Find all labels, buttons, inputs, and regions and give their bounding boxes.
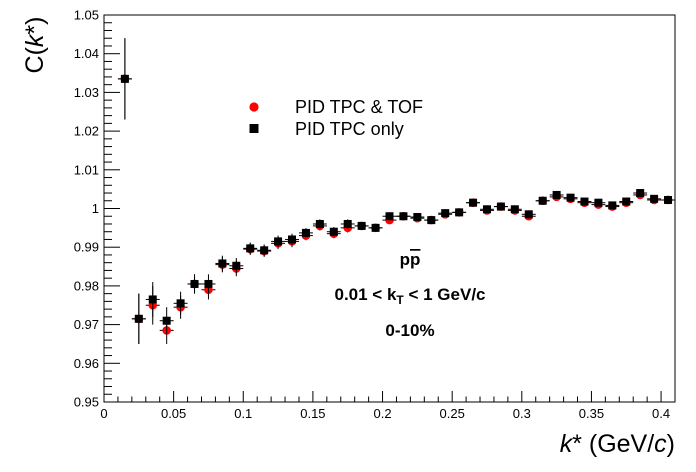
data-point-square — [496, 202, 505, 211]
y-tick-label: 1 — [92, 201, 99, 216]
data-point-square — [441, 209, 450, 218]
axis-tick-labels: 0 0.05 0.1 0.15 0.2 0.25 0.3 0.35 0.4 0.95 0.96 0.9… — [74, 8, 670, 422]
axis-ticks — [103, 14, 662, 403]
data-point-square — [176, 299, 185, 308]
data-point-square — [301, 228, 310, 237]
data-point-square — [664, 195, 673, 204]
x-tick-label: 0.2 — [373, 406, 391, 421]
y-tick-label: 1.03 — [74, 85, 99, 100]
x-tick-label: 0.3 — [513, 406, 531, 421]
data-point-square — [413, 213, 422, 222]
data-points — [117, 38, 675, 344]
y-tick-label: 1.02 — [74, 124, 99, 139]
x-tick-label: 0.05 — [161, 406, 186, 421]
data-point-square — [260, 246, 269, 255]
y-tick-label: 0.96 — [74, 356, 99, 371]
data-point-square — [385, 212, 394, 221]
data-point-square — [427, 216, 436, 225]
data-point-square — [469, 198, 478, 207]
data-point-square — [538, 196, 547, 205]
plot-frame — [103, 14, 676, 403]
data-point-square — [315, 219, 324, 228]
y-tick-label: 0.95 — [74, 395, 99, 410]
data-point-square — [580, 197, 589, 206]
data-point-square — [552, 190, 561, 199]
data-point-square — [232, 261, 241, 270]
data-point-square — [524, 210, 533, 219]
data-point-square — [218, 259, 227, 268]
x-tick-label: 0.25 — [440, 406, 465, 421]
series-tpc-only — [117, 38, 675, 344]
annotation-kt-range: 0.01 < kT < 1 GeV/c — [334, 285, 485, 307]
data-point-square — [190, 279, 199, 288]
y-tick-label: 0.97 — [74, 317, 99, 332]
data-point-square — [343, 219, 352, 228]
data-point-square — [399, 212, 408, 221]
data-point-square — [608, 201, 617, 210]
data-point-square — [162, 316, 171, 325]
data-point-square — [636, 189, 645, 198]
legend: PID TPC & TOF PID TPC only — [249, 97, 423, 139]
y-tick-label: 0.98 — [74, 278, 99, 293]
legend-marker-tpc-tof — [249, 102, 259, 112]
data-point-square — [566, 193, 575, 202]
data-point-square — [274, 237, 283, 246]
x-tick-label: 0.35 — [579, 406, 604, 421]
data-point-square — [594, 198, 603, 207]
y-tick-label: 1.05 — [74, 8, 99, 23]
data-point-square — [371, 223, 380, 232]
x-tick-label: 0.1 — [234, 406, 252, 421]
legend-label-tpc-tof: PID TPC & TOF — [295, 97, 423, 117]
annotation-centrality: 0-10% — [385, 321, 434, 340]
data-point-square — [120, 74, 129, 83]
y-tick-label: 1.01 — [74, 162, 99, 177]
x-tick-label: 0.4 — [652, 406, 670, 421]
y-tick-label: 1.04 — [74, 46, 99, 61]
y-axis-title: C(k*) — [21, 17, 49, 74]
x-axis-title: k* (GeV/c) — [560, 430, 675, 458]
data-point-square — [204, 279, 213, 288]
data-point-square — [148, 295, 157, 304]
y-tick-label: 0.99 — [74, 240, 99, 255]
data-point-square — [482, 205, 491, 214]
data-point-square — [288, 235, 297, 244]
x-tick-label: 0 — [100, 406, 107, 421]
data-point-square — [510, 205, 519, 214]
data-point-square — [246, 244, 255, 253]
data-point-square — [357, 221, 366, 230]
data-point-square — [329, 227, 338, 236]
data-point-square — [455, 208, 464, 217]
data-point-square — [622, 197, 631, 206]
data-point-square — [650, 194, 659, 203]
annotation-pair-type: pp — [400, 250, 421, 269]
legend-marker-tpc-only — [249, 124, 259, 133]
data-point-square — [134, 314, 143, 323]
plot-annotations: pp 0.01 < kT < 1 GeV/c 0-10% — [334, 250, 485, 340]
legend-label-tpc-only: PID TPC only — [295, 119, 404, 139]
x-tick-label: 0.15 — [300, 406, 325, 421]
